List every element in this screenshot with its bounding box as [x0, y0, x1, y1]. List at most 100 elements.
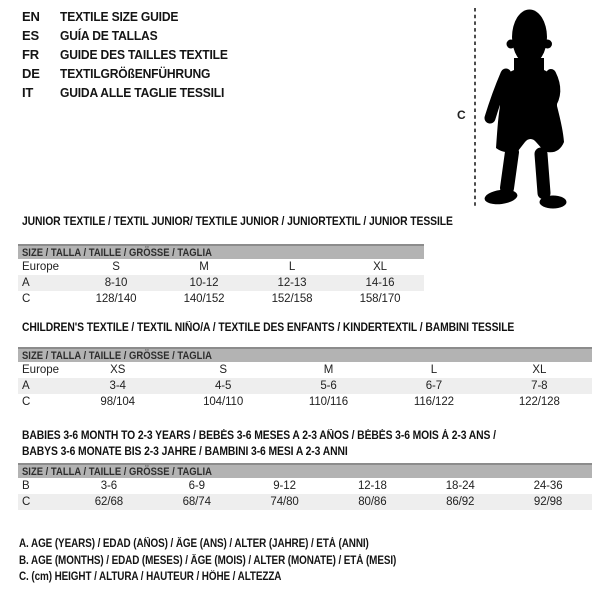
language-code: EN [22, 9, 40, 24]
legend-notes: A. AGE (YEARS) / EDAD (AÑOS) / ÂGE (ANS)… [19, 536, 458, 586]
table-row: Europe XS S M L XL [18, 362, 592, 378]
language-code: DE [22, 66, 40, 81]
table-row: Europe S M L XL [18, 259, 424, 275]
row-label: C [22, 293, 31, 305]
language-row-es: ES GUÍA DE TALLAS [22, 26, 240, 45]
size-header-bar: SIZE / TALLA / TAILLE / GRÖSSE / TAGLIA [18, 463, 592, 478]
table-rows: Europe XS S M L XL A 3-4 4-5 5-6 6-7 7-8 C 98/104 104/… [18, 362, 592, 410]
table-cell: 10-12 [189, 277, 219, 289]
legend-note-c: C. (cm) HEIGHT / ALTURA / HAUTEUR / HÖHE… [19, 571, 282, 584]
table-cell: 5-6 [320, 380, 337, 392]
babies-table-title-line1: BABIES 3-6 MONTH TO 2-3 YEARS / BEBÉS 3-… [22, 430, 496, 442]
language-title: GUÍA DE TALLAS [60, 28, 158, 43]
table-cell: 122/128 [518, 396, 560, 408]
table-cell: 4-5 [214, 380, 232, 392]
size-header-label: SIZE / TALLA / TAILLE / GRÖSSE / TAGLIA [22, 246, 212, 259]
babies-table-title-line2: BABYS 3-6 MONATE BIS 2-3 JAHRE / BAMBINI… [22, 445, 348, 458]
language-code: FR [22, 47, 39, 62]
table-cell: 9-12 [273, 480, 296, 492]
table-cell: L [430, 364, 438, 376]
table-cell: 116/122 [413, 396, 454, 408]
table-cell: M [199, 261, 209, 273]
height-label: C [457, 108, 466, 122]
language-row-it: IT GUIDA ALLE TAGLIE TESSILI [22, 83, 240, 102]
junior-table-title: JUNIOR TEXTILE / TEXTIL JUNIOR/ TEXTILE … [22, 216, 453, 228]
babies-size-table: SIZE / TALLA / TAILLE / GRÖSSE / TAGLIA … [18, 463, 592, 510]
table-cell: 24-36 [533, 480, 563, 492]
table-cell: 68/74 [182, 496, 211, 508]
baby-silhouette [484, 9, 567, 209]
language-title-list: EN TEXTILE SIZE GUIDE ES GUÍA DE TALLAS … [22, 7, 240, 102]
row-label: B [22, 480, 30, 492]
left-foot [484, 189, 518, 205]
language-code: IT [22, 85, 34, 100]
left-ear [506, 39, 516, 49]
table-rows: B 3-6 6-9 9-12 12-18 18-24 24-36 C 62/68 68/74 74/… [18, 478, 592, 510]
size-header-bar: SIZE / TALLA / TAILLE / GRÖSSE / TAGLIA [18, 244, 424, 259]
table-cell: 140/152 [183, 293, 225, 305]
table-cell: 86/92 [446, 496, 475, 508]
legend-note-a: A. AGE (YEARS) / EDAD (AÑOS) / ÂGE (ANS)… [19, 538, 369, 551]
right-foot [539, 195, 567, 209]
table-cell: 128/140 [95, 293, 137, 305]
table-row: A 3-4 4-5 5-6 6-7 7-8 [18, 378, 592, 394]
row-label: Europe [22, 364, 60, 376]
table-row: C 98/104 104/110 110/116 116/122 122/128 [18, 394, 592, 410]
language-title: TEXTILE SIZE GUIDE [60, 9, 179, 24]
table-cell: 6-9 [188, 480, 205, 492]
table-rows: Europe S M L XL A 8-10 10-12 12-13 14-16 C 128/140 1… [18, 259, 424, 307]
legend-note-b: B. AGE (MONTHS) / EDAD (MESES) / ÂGE (MO… [19, 554, 397, 567]
size-header-label: SIZE / TALLA / TAILLE / GRÖSSE / TAGLIA [22, 465, 212, 478]
table-cell: 62/68 [94, 496, 124, 508]
table-cell: 74/80 [270, 496, 299, 508]
table-cell: 110/116 [308, 396, 349, 408]
table-cell: 18-24 [445, 480, 475, 492]
table-cell: XS [110, 364, 126, 376]
table-cell: 8-10 [104, 277, 128, 289]
table-cell: S [219, 364, 227, 376]
row-label: Europe [22, 261, 60, 273]
table-cell: M [323, 364, 334, 376]
junior-size-table: SIZE / TALLA / TAILLE / GRÖSSE / TAGLIA … [18, 244, 424, 307]
size-header-bar: SIZE / TALLA / TAILLE / GRÖSSE / TAGLIA [18, 347, 592, 362]
table-cell: 104/110 [203, 396, 244, 408]
row-label: A [22, 277, 30, 289]
table-row: B 3-6 6-9 9-12 12-18 18-24 24-36 [18, 478, 592, 494]
table-cell: 7-8 [531, 380, 548, 392]
table-cell: L [288, 261, 296, 273]
table-cell: XL [373, 261, 387, 273]
language-title: GUIDE DES TAILLES TEXTILE [60, 47, 228, 62]
row-label: A [22, 380, 30, 392]
language-code: ES [22, 28, 39, 43]
row-label: C [22, 496, 31, 508]
language-row-fr: FR GUIDE DES TAILLES TEXTILE [22, 45, 240, 64]
size-header-label: SIZE / TALLA / TAILLE / GRÖSSE / TAGLIA [22, 349, 212, 362]
baby-silhouette-svg: C [457, 8, 567, 209]
table-cell: 3-4 [109, 380, 126, 392]
row-label: C [22, 396, 31, 408]
children-size-table: SIZE / TALLA / TAILLE / GRÖSSE / TAGLIA … [18, 347, 592, 410]
right-ear [543, 39, 552, 49]
table-cell: S [112, 261, 120, 273]
table-row: C 128/140 140/152 152/158 158/170 [18, 291, 424, 307]
table-cell: 12-18 [357, 480, 387, 492]
language-row-en: EN TEXTILE SIZE GUIDE [22, 7, 240, 26]
language-title: TEXTILGRÖßENFÜHRUNG [60, 66, 211, 81]
table-row: C 62/68 68/74 74/80 80/86 86/92 92/98 [18, 494, 592, 510]
table-row: A 8-10 10-12 12-13 14-16 [18, 275, 424, 291]
table-cell: 98/104 [100, 396, 135, 408]
table-cell: XL [532, 364, 547, 376]
babies-table-title: BABIES 3-6 MONTH TO 2-3 YEARS / BEBÉS 3-… [22, 429, 496, 460]
table-cell: 6-7 [425, 380, 443, 392]
table-cell: 3-6 [100, 480, 118, 492]
language-title: GUIDA ALLE TAGLIE TESSILI [60, 85, 225, 100]
table-cell: 158/170 [359, 293, 401, 305]
table-cell: 14-16 [365, 277, 395, 289]
table-cell: 80/86 [358, 496, 387, 508]
table-cell: 92/98 [533, 496, 563, 508]
baby-silhouette-figure: C [440, 0, 600, 215]
table-cell: 152/158 [271, 293, 313, 305]
table-cell: 12-13 [277, 277, 307, 289]
children-table-title: CHILDREN'S TEXTILE / TEXTIL NIÑO/A / TEX… [22, 322, 515, 334]
